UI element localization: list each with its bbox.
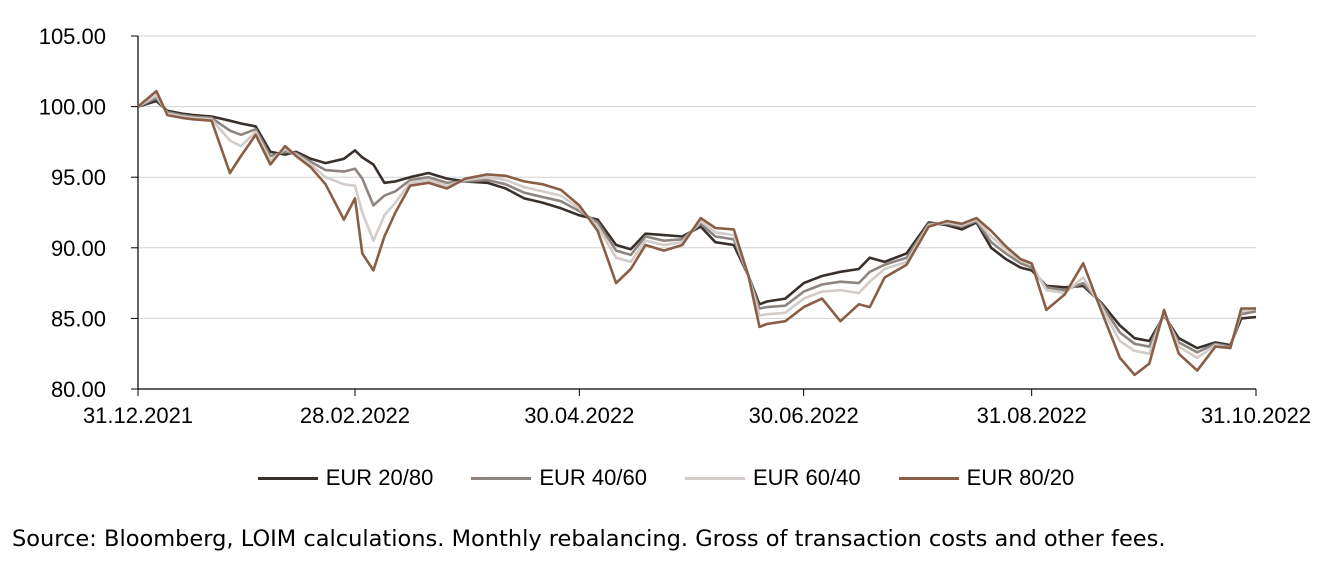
legend-label: EUR 80/20 — [966, 465, 1075, 490]
x-tick-label: 30.06.2022 — [749, 403, 859, 428]
y-tick-label: 80.00 — [51, 377, 106, 402]
legend: EUR 20/80 EUR 40/60 EUR 60/40 EUR 80/20 — [0, 458, 1332, 498]
x-tick-label: 31.10.2022 — [1201, 403, 1311, 428]
y-tick-label: 105.00 — [39, 24, 106, 49]
x-axis-ticks: 31.12.2021 28.02.2022 30.04.2022 30.06.2022… — [83, 389, 1311, 428]
line-chart: 80.00 85.00 90.00 95.00 100.00 105.00 31.12.2… — [39, 24, 1311, 428]
legend-item: EUR 80/20 — [898, 465, 1075, 491]
legend-swatch — [685, 476, 745, 480]
x-tick-label: 31.12.2021 — [83, 403, 193, 428]
legend-item: EUR 40/60 — [471, 465, 647, 491]
series-lines — [137, 89, 1257, 377]
legend-label: EUR 60/40 — [753, 465, 861, 490]
series-line-eur-80-20 — [137, 89, 1256, 377]
x-tick-label: 28.02.2022 — [300, 403, 410, 428]
y-tick-label: 95.00 — [51, 165, 106, 190]
source-note: Source: Bloomberg, LOIM calculations. Mo… — [12, 526, 1166, 552]
legend-swatch — [898, 476, 959, 480]
y-tick-label: 100.00 — [39, 95, 106, 120]
legend-item: EUR 20/80 — [257, 465, 434, 491]
legend-swatch — [471, 476, 532, 480]
legend-swatch — [257, 476, 318, 480]
y-tick-label: 90.00 — [51, 236, 106, 261]
y-axis-ticks: 80.00 85.00 90.00 95.00 100.00 105.00 — [39, 24, 138, 402]
legend-label: EUR 40/60 — [539, 465, 647, 490]
axes — [137, 36, 1256, 390]
x-tick-label: 31.08.2022 — [977, 403, 1087, 428]
legend-label: EUR 20/80 — [325, 465, 434, 490]
x-tick-label: 30.04.2022 — [524, 403, 634, 428]
legend-item: EUR 60/40 — [685, 465, 861, 491]
y-tick-label: 85.00 — [51, 306, 106, 331]
